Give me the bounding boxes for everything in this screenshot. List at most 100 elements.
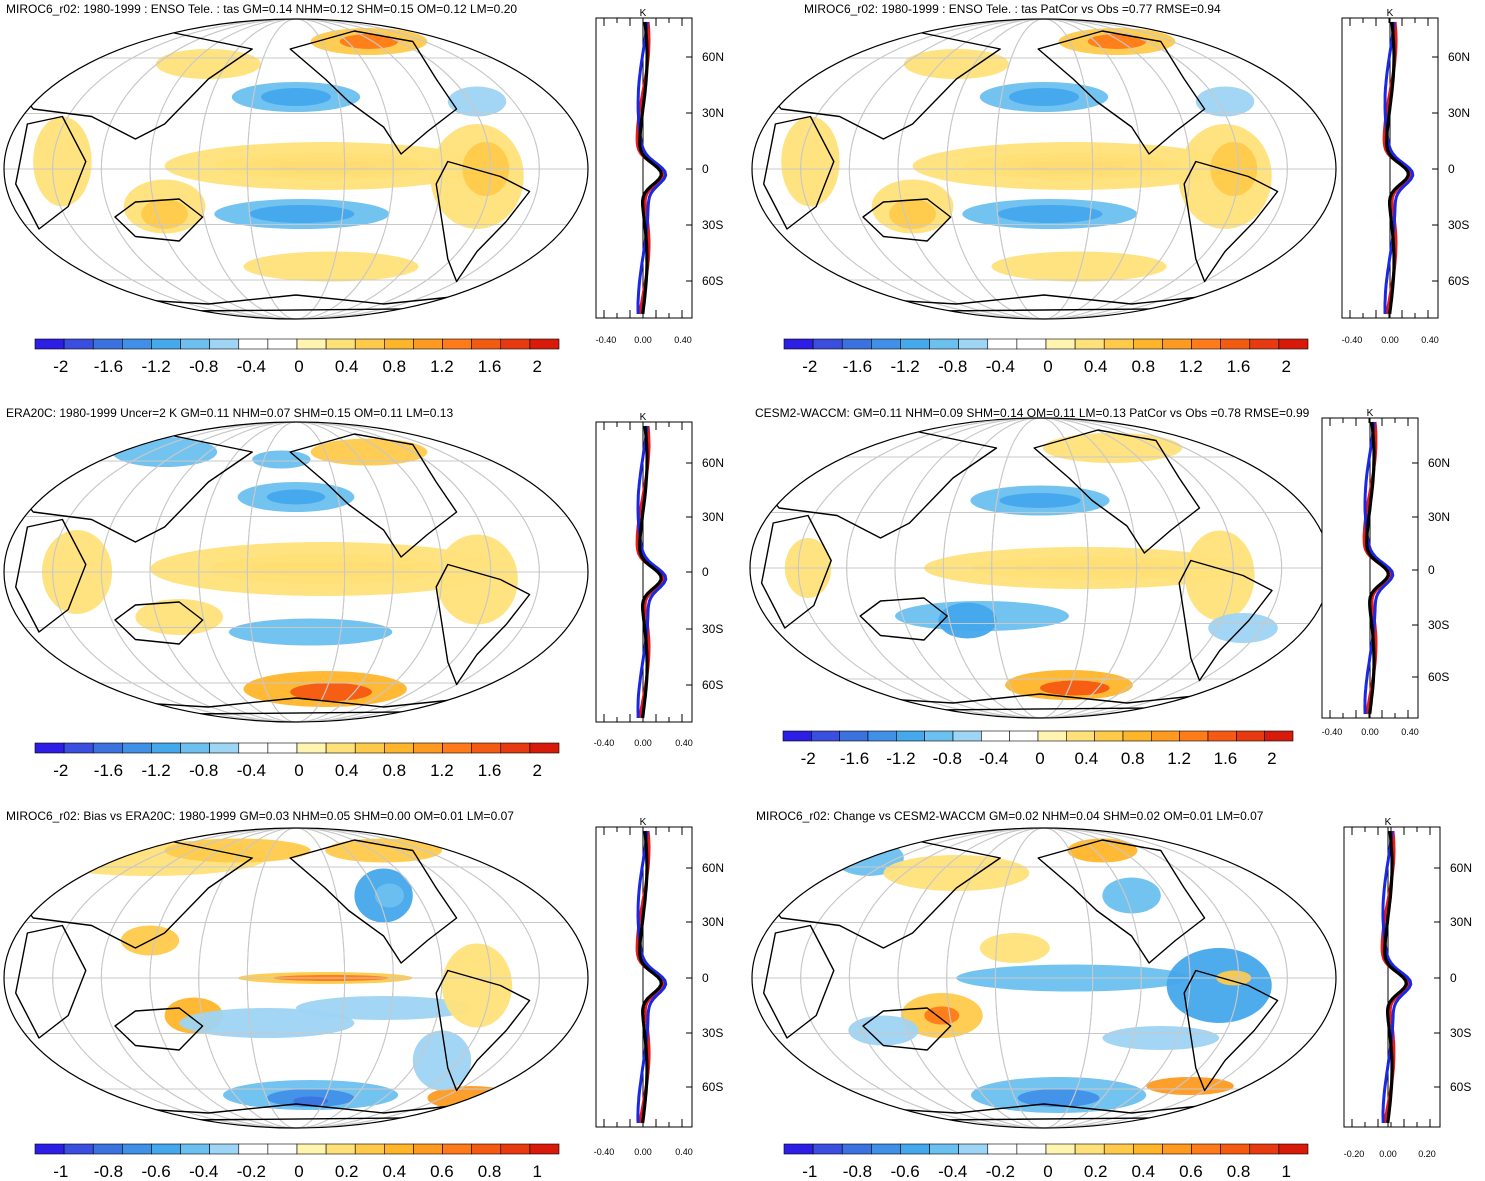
colorbar-box xyxy=(1207,730,1237,742)
zonal-lat-label: 0 xyxy=(1428,563,1435,577)
colorbar-label: 0 xyxy=(294,357,303,376)
zonal-lat-label: 30N xyxy=(1428,510,1450,524)
colorbar-box xyxy=(1162,338,1192,350)
zonal-x-label: -0.20 xyxy=(1344,1149,1365,1159)
coastline xyxy=(289,30,458,155)
colorbar-box xyxy=(529,742,560,754)
colorbar-box xyxy=(987,338,1018,350)
colorbar-box xyxy=(952,730,982,742)
graticule-lon xyxy=(797,418,1283,718)
graticule-lon xyxy=(848,828,1240,1128)
panel-5: MIROC6_r02: Bias vs ERA20C: 1980-1999 GM… xyxy=(0,807,745,1181)
zonal-lat-label: 60S xyxy=(1450,1080,1471,1094)
anomaly-patch xyxy=(155,49,261,79)
colorbar-label: 0.4 xyxy=(335,761,359,780)
panel-title: ERA20C: 1980-1999 Uncer=2 K GM=0.11 NHM=… xyxy=(6,406,454,420)
colorbar-box xyxy=(1016,1143,1047,1155)
graticule-lon xyxy=(198,828,394,1128)
zonal-lat-label: 30N xyxy=(702,106,724,120)
colorbar-box xyxy=(442,1143,472,1155)
colorbar-box xyxy=(122,338,152,350)
zonal-x-label: -0.40 xyxy=(594,738,615,748)
colorbar-box xyxy=(1133,338,1163,350)
graticule-lon xyxy=(846,418,1234,718)
anomaly-patch xyxy=(883,855,1030,891)
colorbar-label: 2 xyxy=(1267,749,1276,768)
colorbar-box xyxy=(500,338,531,350)
anomaly-patch xyxy=(293,1096,329,1106)
colorbar-label: 0 xyxy=(1043,1162,1052,1181)
anomaly-patch xyxy=(150,542,501,596)
anomaly-patch xyxy=(412,1030,472,1091)
colorbar-box xyxy=(783,338,814,350)
anomaly-patch xyxy=(848,1015,919,1046)
anomaly-patch xyxy=(1195,86,1255,117)
anomaly-patch xyxy=(1208,613,1278,643)
colorbar-box xyxy=(1191,1143,1221,1155)
anomaly-patch xyxy=(997,205,1103,223)
coastline xyxy=(1183,160,1279,283)
graticule-lon xyxy=(149,422,443,722)
colorbar-label: 2 xyxy=(532,357,541,376)
map: -2 -1.6 -1.2 -0.8 -0.4 0 0.4 0.8 1.2 1.6 2K60N30N0… xyxy=(751,8,1470,376)
zonal-unit: K xyxy=(640,8,647,19)
zonal-lat-label: 60N xyxy=(1428,456,1450,470)
colorbar-box xyxy=(296,1143,327,1155)
anomaly-patch xyxy=(33,116,92,207)
zonal-lat-label: 60N xyxy=(1450,861,1472,875)
anomaly-patch xyxy=(436,534,518,625)
anomaly-patch xyxy=(164,142,486,190)
zonal-x-label: 0.00 xyxy=(634,738,652,748)
colorbar-label: 1.6 xyxy=(1227,357,1251,376)
colorbar-label: -1.2 xyxy=(890,357,919,376)
coastline xyxy=(862,198,952,242)
graticule-lon xyxy=(100,19,492,319)
zonal-mean-line xyxy=(1385,21,1410,315)
anomaly-patch xyxy=(447,86,507,117)
colorbar-label: -1.6 xyxy=(94,357,123,376)
colorbar-box xyxy=(900,338,930,350)
zonal-lat-label: 0 xyxy=(702,162,709,176)
anomaly-patch xyxy=(164,838,311,863)
graticule-lon xyxy=(52,422,540,722)
colorbar-box xyxy=(871,338,901,350)
colorbar-box xyxy=(1094,730,1124,742)
colorbar-box xyxy=(929,338,959,350)
colorbar-label: 0.8 xyxy=(382,357,406,376)
colorbar-label: 1.6 xyxy=(478,761,502,780)
coastline xyxy=(114,198,204,242)
colorbar-label: -2 xyxy=(53,761,68,780)
coastline xyxy=(435,160,531,283)
zonal-lat-label: 30S xyxy=(702,218,723,232)
anomaly-patch xyxy=(1185,530,1255,621)
map-border xyxy=(751,827,1337,1129)
colorbar-label: -0.4 xyxy=(237,761,266,780)
coastline xyxy=(1183,969,1279,1092)
zonal-lat-label: 60N xyxy=(702,456,724,470)
anomaly-patch xyxy=(260,88,332,106)
colorbar-label: 0.2 xyxy=(335,1162,359,1181)
colorbar-box xyxy=(238,742,269,754)
colorbar-box xyxy=(1179,730,1209,742)
colorbar-box xyxy=(812,338,843,350)
zonal-lat-label: 0 xyxy=(1450,971,1457,985)
colorbar-box xyxy=(1074,1143,1105,1155)
anomaly-patch xyxy=(1008,88,1080,106)
graticule-lon xyxy=(848,19,1240,319)
anomaly-patch xyxy=(228,618,393,646)
colorbar-label: 0.4 xyxy=(335,357,359,376)
zonal-frame xyxy=(595,17,693,319)
graticule-lon xyxy=(800,828,1288,1128)
colorbar-label: -1 xyxy=(802,1162,817,1181)
colorbar-label: 1.6 xyxy=(1214,749,1238,768)
coastline xyxy=(114,601,204,645)
coastline xyxy=(760,514,832,629)
colorbar-box xyxy=(92,742,123,754)
colorbar-label: -0.6 xyxy=(141,1162,170,1181)
colorbar-label: 1 xyxy=(532,1162,541,1181)
panel-6: MIROC6_r02: Change vs CESM2-WACCM GM=0.0… xyxy=(748,807,1485,1181)
map-field xyxy=(752,828,1336,1128)
colorbar-label: 0.4 xyxy=(1075,749,1099,768)
map-border xyxy=(751,18,1337,320)
zonal-lat-label: 30N xyxy=(702,510,724,524)
